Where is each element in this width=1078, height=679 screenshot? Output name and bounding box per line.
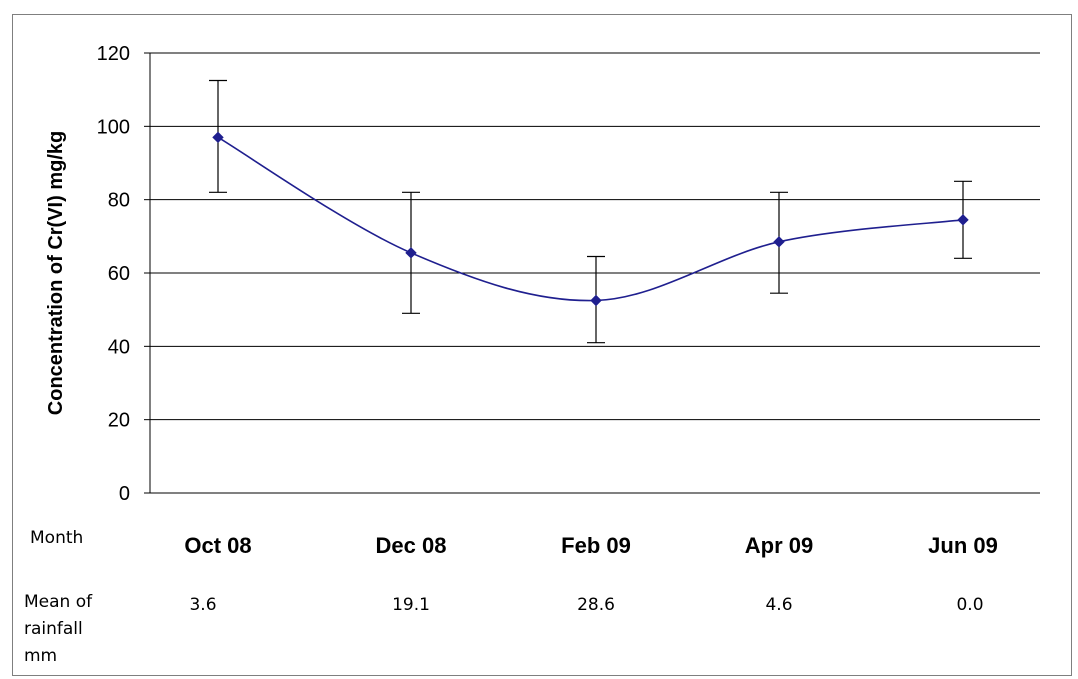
month-label: Month <box>30 528 83 548</box>
rainfall-value: 19.1 <box>392 595 430 615</box>
y-tick-label: 0 <box>119 483 130 505</box>
rainfall-label: rainfall <box>24 619 83 639</box>
rainfall-value: 28.6 <box>577 595 615 615</box>
series-line <box>217 136 964 302</box>
x-tick-label: Jun 09 <box>928 533 998 558</box>
data-point <box>590 294 602 307</box>
rainfall-value: 0.0 <box>956 595 983 615</box>
y-axis-label: Concentration of Cr(VI) mg/kg <box>45 131 67 415</box>
y-tick-label: 20 <box>108 410 130 432</box>
x-tick-label: Feb 09 <box>561 533 631 558</box>
x-tick-label: Apr 09 <box>745 533 813 558</box>
rainfall-value: 4.6 <box>765 595 792 615</box>
rainfall-label: mm <box>24 646 57 666</box>
data-point <box>212 131 224 144</box>
data-point <box>405 247 417 259</box>
y-tick-label: 120 <box>97 43 130 65</box>
rainfall-value: 3.6 <box>189 595 216 615</box>
y-tick-label: 80 <box>108 190 130 212</box>
y-tick-label: 60 <box>108 263 130 285</box>
y-tick-label: 100 <box>97 116 130 138</box>
y-tick-label: 40 <box>108 336 130 358</box>
data-point <box>957 214 969 226</box>
data-point <box>773 236 785 248</box>
x-tick-label: Oct 08 <box>184 533 251 558</box>
rainfall-label: Mean of <box>24 592 93 612</box>
x-tick-label: Dec 08 <box>376 533 447 558</box>
chart-frame <box>12 14 1072 676</box>
